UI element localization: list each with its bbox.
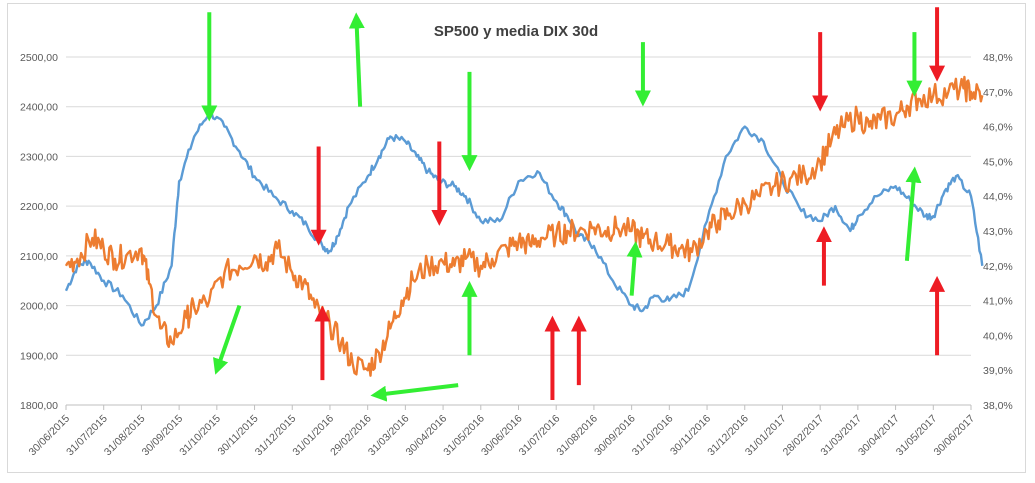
- right-axis-ticks: 38,0% 39,0% 40,0% 41,0% 42,0% 43,0% 44,0% 45,0%…: [983, 52, 1013, 412]
- right-tick-label: 45,0%: [983, 156, 1013, 168]
- x-axis-ticks: 30/06/201531/07/201531/08/201530/09/2015…: [26, 405, 977, 458]
- right-tick-label: 44,0%: [983, 191, 1013, 203]
- green-arrow: [212, 304, 242, 375]
- left-tick-label: 1800,00: [20, 400, 58, 412]
- right-tick-label: 40,0%: [983, 330, 1013, 342]
- sp500-line: [64, 110, 984, 327]
- green-arrow: [348, 12, 365, 107]
- green-arrow: [370, 383, 459, 402]
- right-tick-label: 41,0%: [983, 296, 1013, 308]
- annotation-arrows: [201, 7, 946, 402]
- right-tick-label: 43,0%: [983, 226, 1013, 238]
- left-tick-label: 2100,00: [20, 251, 58, 263]
- right-tick-label: 39,0%: [983, 365, 1013, 377]
- right-tick-label: 47,0%: [983, 87, 1013, 99]
- left-tick-label: 2000,00: [20, 301, 58, 313]
- left-tick-label: 2400,00: [20, 102, 58, 114]
- right-tick-label: 48,0%: [983, 52, 1013, 64]
- dix-line: [64, 75, 984, 377]
- left-tick-label: 2300,00: [20, 151, 58, 163]
- chart-frame: [7, 3, 1026, 473]
- left-tick-label: 1900,00: [20, 350, 58, 362]
- x-tick-label: 31/10/2015: [177, 413, 223, 459]
- chart-title: SP500 y media DIX 30d: [434, 23, 598, 40]
- x-tick-label: 31/10/2016: [630, 413, 676, 459]
- left-tick-label: 2500,00: [20, 52, 58, 64]
- right-tick-label: 38,0%: [983, 400, 1013, 412]
- green-arrow: [904, 166, 922, 261]
- left-axis-ticks: 1800,00 1900,00 2000,00 2100,00 2200,00 2300,…: [20, 52, 58, 412]
- green-arrow: [626, 241, 643, 296]
- x-tick-label: 30/06/2017: [931, 413, 977, 459]
- left-tick-label: 2200,00: [20, 201, 58, 213]
- series-lines: [64, 75, 984, 377]
- right-tick-label: 42,0%: [983, 261, 1013, 273]
- right-tick-label: 46,0%: [983, 122, 1013, 134]
